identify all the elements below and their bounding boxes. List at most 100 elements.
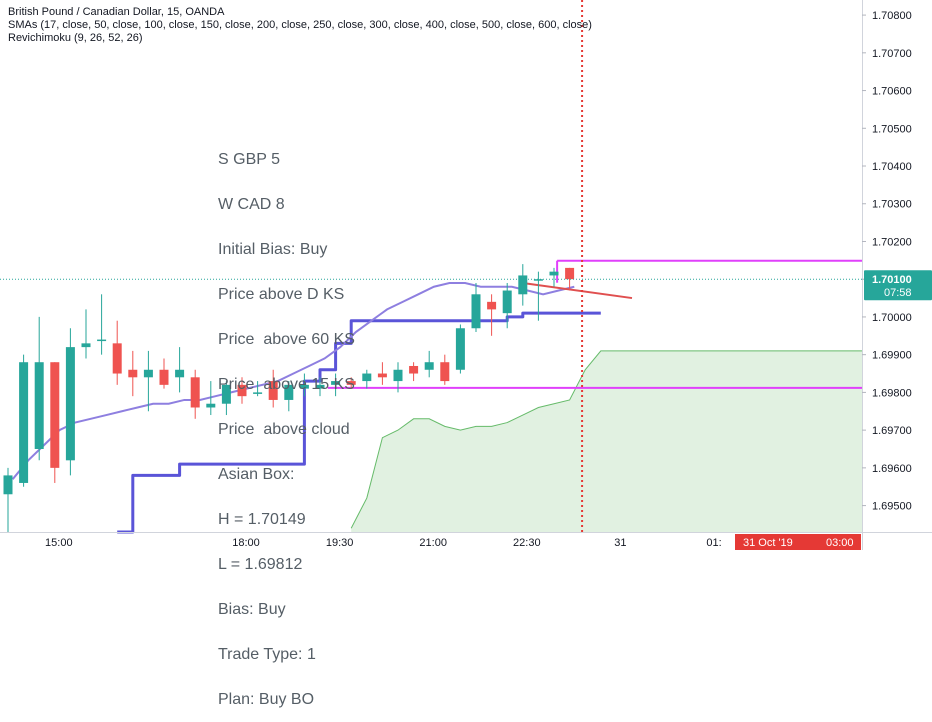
candle — [549, 267, 559, 287]
candle-body — [237, 384, 247, 397]
candle — [299, 373, 309, 397]
candle-body — [268, 381, 278, 400]
candle — [237, 377, 247, 404]
candle — [315, 377, 325, 397]
candle — [97, 294, 107, 355]
candle-body — [112, 343, 122, 374]
candle — [19, 354, 29, 487]
crosshair-date-label: 31 Oct '19 — [743, 537, 793, 549]
candle-body — [97, 339, 107, 342]
symbol-title: British Pound / Canadian Dollar, 15, OAN… — [8, 6, 225, 18]
candle-body — [487, 301, 497, 310]
price-chart[interactable]: 1.70800 1.70700 1.70600 1.70500 1.70400 1.703… — [0, 0, 932, 550]
current-price-tag — [864, 270, 932, 301]
price-axis-label: 1.70200 — [872, 236, 912, 248]
candle-body — [3, 475, 13, 495]
candle-body — [549, 271, 559, 276]
ichimoku-cloud — [351, 350, 862, 532]
candle-body — [518, 275, 528, 295]
price-axis-label: 1.70600 — [872, 86, 912, 98]
note-line: S GBP 5 — [218, 151, 280, 168]
candle — [50, 362, 60, 483]
candle-body — [143, 369, 153, 378]
cloud-edge-line — [350, 350, 862, 529]
candle-body — [377, 373, 387, 378]
time-axis-label: 22:30 — [513, 537, 541, 549]
candle — [112, 320, 122, 385]
trend-line — [522, 281, 633, 300]
candle — [175, 347, 185, 393]
time-axis-label: 19:30 — [326, 537, 354, 549]
price-axis-label: 1.70300 — [872, 199, 912, 211]
candle — [346, 377, 356, 389]
price-axis-label: 1.69800 — [872, 387, 912, 399]
candle — [455, 324, 465, 374]
candle-body — [253, 392, 263, 394]
ichimoku-indicator-label[interactable]: Revichimoku (9, 26, 52, 26) — [8, 32, 143, 44]
time-axis-label: 15:00 — [45, 537, 73, 549]
candle-body — [424, 362, 434, 370]
note-line: Price above 60 KS — [218, 331, 355, 348]
price-axis-label: 1.70800 — [872, 10, 912, 22]
candle-body — [206, 403, 216, 408]
candle — [65, 328, 75, 476]
candle — [221, 381, 231, 416]
candle-body — [393, 369, 403, 382]
price-axis-label: 1.69900 — [872, 350, 912, 362]
candle-body — [128, 369, 138, 378]
candle — [424, 350, 434, 378]
candle — [128, 350, 138, 397]
note-line: H = 1.70149 — [218, 511, 306, 528]
candle-body — [299, 384, 309, 389]
time-axis-label: 21:00 — [419, 537, 447, 549]
candle — [518, 264, 528, 306]
note-line: W CAD 8 — [218, 196, 285, 213]
candle — [34, 316, 44, 461]
candle — [362, 369, 372, 389]
note-line: Asian Box: — [218, 466, 295, 483]
candle-body — [362, 373, 372, 382]
candle-body — [34, 362, 44, 449]
note-line: Price above D KS — [218, 286, 345, 303]
time-axis-label: 01: — [706, 537, 721, 549]
candle-body — [65, 347, 75, 461]
note-line: Plan: Buy BO — [218, 691, 315, 708]
candle — [268, 369, 278, 408]
crosshair-date-tag — [735, 534, 861, 550]
crosshair-time-label: 03:00 — [826, 537, 854, 549]
candle — [81, 309, 91, 359]
candle-body — [81, 343, 91, 348]
sma-indicator-label[interactable]: SMAs (17, close, 50, close, 100, close, … — [8, 19, 592, 31]
candle — [143, 350, 153, 412]
price-axis-label: 1.69500 — [872, 501, 912, 513]
candle — [487, 294, 497, 336]
trade-notes: S GBP 5 W CAD 8 Initial Bias: Buy Price … — [218, 122, 355, 722]
note-line: Price above cloud — [218, 421, 350, 438]
candle-countdown: 07:58 — [884, 287, 912, 299]
sma-line — [11, 281, 575, 480]
candle — [565, 267, 575, 291]
candle-body — [159, 369, 169, 385]
candle — [253, 381, 263, 397]
candle-body — [190, 377, 200, 408]
candle — [471, 282, 481, 333]
candle-body — [440, 362, 450, 382]
time-axis-label: 31 — [614, 537, 626, 549]
current-price-value: 1.70100 — [872, 274, 912, 286]
candle — [533, 271, 543, 321]
candle-body — [565, 267, 575, 280]
candle — [409, 362, 419, 382]
candle-body — [471, 294, 481, 329]
candle — [331, 373, 341, 397]
candle — [393, 362, 403, 393]
candle-body — [455, 328, 465, 370]
candle-body — [284, 384, 294, 400]
candle — [3, 467, 13, 532]
candle-body — [221, 384, 231, 404]
price-axis-label: 1.70700 — [872, 48, 912, 60]
candle — [206, 381, 216, 416]
candle-body — [315, 384, 325, 389]
candle-body — [331, 381, 341, 385]
price-axis-label: 1.70000 — [872, 312, 912, 324]
note-line: L = 1.69812 — [218, 556, 303, 573]
